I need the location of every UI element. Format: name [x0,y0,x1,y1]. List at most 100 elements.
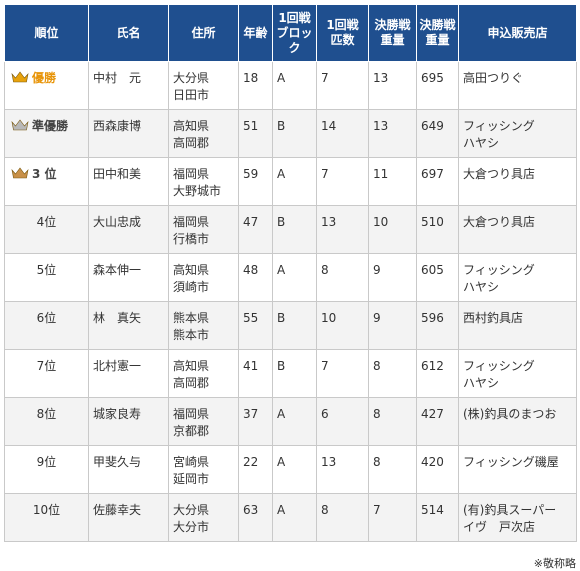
participant-name: 林 真矢 [88,301,169,350]
rank-cell: 7位 [4,349,89,398]
age-cell: 41 [238,349,273,398]
round1-block-cell: B [272,109,317,158]
table-row: 4位 大山忠成 福岡県 行橋市 47 B 13 10 510 大倉つり具店 [4,205,577,254]
rank-label: 優勝 [32,71,57,85]
table-row: 3 位 田中和美 福岡県 大野城市 59 A 7 11 697 大倉つり具店 [4,157,577,206]
age-cell: 47 [238,205,273,254]
table-header-row: 順位 氏名 住所 年齢 1回戦 ブロック 1回戦 匹数 決勝戦 重量 決勝戦 重… [4,4,577,62]
header-address: 住所 [168,4,239,62]
header-shop: 申込販売店 [458,4,577,62]
participant-name: 田中和美 [88,157,169,206]
rank-cell: 3 位 [4,157,89,206]
final-count-cell: 9 [368,253,417,302]
shop-cell: フィッシング ハヤシ [458,109,577,158]
table-row: 9位 甲斐久与 宮崎県 延岡市 22 A 13 8 420 フィッシング磯屋 [4,445,577,494]
age-cell: 63 [238,493,273,542]
rank-cell: 5位 [4,253,89,302]
final-count-cell: 13 [368,109,417,158]
rank-cell: 優勝 [4,61,89,110]
bronze-crown-icon [11,167,29,179]
address-cell: 熊本県 熊本市 [168,301,239,350]
final-weight-cell: 649 [416,109,459,158]
final-count-cell: 9 [368,301,417,350]
header-round1-block: 1回戦 ブロック [272,4,317,62]
shop-cell: 高田つりぐ [458,61,577,110]
header-final-count: 決勝戦 重量 [368,4,417,62]
participant-name: 大山忠成 [88,205,169,254]
round1-count-cell: 13 [316,205,369,254]
round1-count-cell: 7 [316,61,369,110]
address-cell: 福岡県 京都郡 [168,397,239,446]
table-row: 5位 森本伸一 高知県 須崎市 48 A 8 9 605 フィッシング ハヤシ [4,253,577,302]
final-count-cell: 8 [368,349,417,398]
footnote: ※敬称略 [533,557,576,570]
round1-block-cell: B [272,301,317,350]
round1-count-cell: 7 [316,157,369,206]
final-weight-cell: 420 [416,445,459,494]
table-row: 8位 城家良寿 福岡県 京都郡 37 A 6 8 427 (株)釣具のまつお [4,397,577,446]
round1-block-cell: A [272,157,317,206]
age-cell: 48 [238,253,273,302]
final-weight-cell: 514 [416,493,459,542]
shop-cell: フィッシング ハヤシ [458,253,577,302]
rank-label: 8位 [36,407,57,421]
round1-block-cell: A [272,493,317,542]
round1-count-cell: 7 [316,349,369,398]
crown-shape [11,71,29,83]
final-weight-cell: 605 [416,253,459,302]
rank-label: 10位 [32,503,61,517]
final-count-cell: 8 [368,445,417,494]
rank-label: 4位 [36,215,57,229]
crown-shape [11,119,29,131]
header-rank: 順位 [4,4,89,62]
final-count-cell: 8 [368,397,417,446]
round1-block-cell: A [272,445,317,494]
round1-block-cell: B [272,349,317,398]
gold-crown-icon [11,71,29,83]
crown-shape [11,167,29,179]
address-cell: 福岡県 大野城市 [168,157,239,206]
participant-name: 佐藤幸夫 [88,493,169,542]
address-cell: 大分県 日田市 [168,61,239,110]
rank-cell: 準優勝 [4,109,89,158]
header-name: 氏名 [88,4,169,62]
age-cell: 22 [238,445,273,494]
rank-cell: 10位 [4,493,89,542]
table-row: 10位 佐藤幸夫 大分県 大分市 63 A 8 7 514 (有)釣具スーパー イヴ 戸次店 [4,493,577,542]
final-weight-cell: 612 [416,349,459,398]
round1-count-cell: 8 [316,253,369,302]
address-cell: 高知県 高岡郡 [168,349,239,398]
rank-label: 6位 [36,311,57,325]
shop-cell: 大倉つり具店 [458,205,577,254]
age-cell: 51 [238,109,273,158]
participant-name: 中村 元 [88,61,169,110]
round1-block-cell: B [272,205,317,254]
round1-count-cell: 10 [316,301,369,350]
final-weight-cell: 427 [416,397,459,446]
shop-cell: (有)釣具スーパー イヴ 戸次店 [458,493,577,542]
rank-cell: 6位 [4,301,89,350]
final-count-cell: 11 [368,157,417,206]
final-count-cell: 10 [368,205,417,254]
participant-name: 北村憲一 [88,349,169,398]
age-cell: 55 [238,301,273,350]
round1-block-cell: A [272,61,317,110]
shop-cell: フィッシング ハヤシ [458,349,577,398]
address-cell: 福岡県 行橋市 [168,205,239,254]
round1-block-cell: A [272,253,317,302]
final-weight-cell: 596 [416,301,459,350]
address-cell: 宮崎県 延岡市 [168,445,239,494]
participant-name: 甲斐久与 [88,445,169,494]
header-final-weight: 決勝戦 重量 [416,4,459,62]
round1-count-cell: 6 [316,397,369,446]
address-cell: 大分県 大分市 [168,493,239,542]
address-cell: 高知県 須崎市 [168,253,239,302]
rank-cell: 8位 [4,397,89,446]
rank-cell: 9位 [4,445,89,494]
participant-name: 森本伸一 [88,253,169,302]
final-weight-cell: 510 [416,205,459,254]
rank-label: 9位 [36,455,57,469]
final-count-cell: 13 [368,61,417,110]
age-cell: 59 [238,157,273,206]
age-cell: 37 [238,397,273,446]
